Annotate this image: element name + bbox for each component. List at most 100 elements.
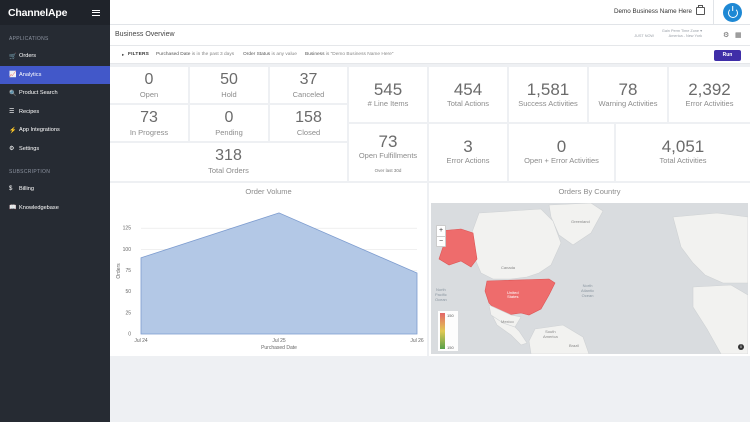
zoom-in-button[interactable]: + <box>438 227 444 234</box>
x-tick-label: Jul 25 <box>272 338 286 344</box>
y-tick-label: 125 <box>123 226 132 232</box>
chevron-right-icon[interactable]: ▸ <box>122 52 125 57</box>
y-tick-label: 25 <box>125 310 131 316</box>
sidebar-item-knowledgebase[interactable]: 📖 Knowledgebase <box>0 199 110 218</box>
y-tick-label: 100 <box>123 247 132 253</box>
sidebar-section-title: APPLICATIONS <box>9 36 49 42</box>
sidebar-nav: APPLICATIONS 🛒 Orders 📈 Analytics 🔍 Product Se… <box>0 25 110 217</box>
settings-gear-icon[interactable]: ⚙ <box>723 32 730 39</box>
map-label-north-pacific: North Pacific Ocean <box>435 287 447 302</box>
map-label-mexico: Mexico <box>501 319 514 324</box>
hamburger-menu-icon[interactable] <box>92 9 100 16</box>
orders-by-country-panel: Orders By Country + − Greenland C <box>429 183 750 356</box>
stat-tile-hold[interactable]: 50 Hold <box>190 67 268 103</box>
sidebar-item-label: Knowledgebase <box>19 204 59 211</box>
chart-icon: 📈 <box>9 72 17 79</box>
recipes-icon: ☰ <box>9 109 15 116</box>
stat-tile-closed[interactable]: 158 Closed <box>270 105 347 141</box>
sidebar-item-label: App Integrations <box>19 127 60 134</box>
legend-max: 150 <box>447 313 454 318</box>
stat-tile-error-activities[interactable]: 2,392 Error Activities <box>669 67 750 122</box>
order-volume-panel: Order Volume 0 25 50 75 100 125 Jul 24 Jul 25 Ju… <box>110 183 427 356</box>
y-tick-label: 50 <box>125 289 131 295</box>
stat-tile-success-activities[interactable]: 1,581 Success Activities <box>509 67 587 122</box>
stat-tile-error-actions[interactable]: 3 Error Actions <box>429 124 507 181</box>
topbar-divider <box>713 0 714 25</box>
sidebar-item-label: Analytics <box>19 71 42 78</box>
y-axis-label: Orders <box>116 263 122 279</box>
map-info-icon[interactable]: i <box>738 344 744 350</box>
user-menu-button[interactable] <box>723 3 742 22</box>
sidebar-item-label: Settings <box>19 145 40 152</box>
last-updated: JUST NOW <box>634 34 654 38</box>
y-tick-label: 0 <box>128 332 131 338</box>
filters-toggle[interactable]: FILTERS <box>128 52 150 57</box>
search-icon: 🔍 <box>9 90 17 97</box>
alaska-region <box>438 228 478 268</box>
filter-chip-date[interactable]: Purchased Date is in the past 3 days <box>156 52 235 57</box>
power-icon <box>727 5 738 18</box>
sidebar-item-recipes[interactable]: ☰ Recipes <box>0 103 110 122</box>
page-header: Business Overview JUST NOW Gain Perm Tim… <box>110 25 750 46</box>
map-label-united-states: United States <box>507 290 519 299</box>
y-tick-label: 75 <box>125 268 131 274</box>
sidebar-item-settings[interactable]: ⚙ Settings <box>0 140 110 159</box>
map-label-greenland: Greenland <box>571 219 590 224</box>
run-button[interactable]: Run <box>714 50 741 61</box>
gear-icon: ⚙ <box>9 146 15 153</box>
area-series <box>140 212 418 335</box>
x-axis-label: Purchased Date <box>261 345 297 351</box>
filter-chip-status[interactable]: Order Status is any value <box>243 52 297 57</box>
us-region <box>484 278 556 316</box>
stat-tile-canceled[interactable]: 37 Canceled <box>270 67 347 103</box>
dollar-icon: $ <box>9 186 13 193</box>
map-label-brazil: Brazil <box>569 343 580 348</box>
stat-tile-total-activities[interactable]: 4,051 Total Activities <box>616 124 750 181</box>
filters-bar: ▸ FILTERS Purchased Date is in the past … <box>110 46 750 64</box>
x-tick-label: Jul 24 <box>134 338 148 344</box>
stat-tile-open-fulfillments[interactable]: 73 Open Fulfillments Over last 30d <box>349 124 427 181</box>
stat-tile-open[interactable]: 0 Open <box>110 67 188 103</box>
plug-icon: ⚡ <box>9 127 17 134</box>
map-zoom-controls: + − <box>436 225 446 247</box>
sidebar-item-orders[interactable]: 🛒 Orders <box>0 47 110 66</box>
stat-tile-pending[interactable]: 0 Pending <box>190 105 268 141</box>
topbar: Demo Business Name Here <box>110 0 750 25</box>
brand-bar: ChannelApe <box>0 0 110 25</box>
grid-view-icon[interactable]: ▦ <box>735 32 742 39</box>
map-label-canada: Canada <box>501 265 516 270</box>
stat-tile-open-error-activities[interactable]: 0 Open + Error Activities <box>509 124 614 181</box>
stat-tile-total-actions[interactable]: 454 Total Actions <box>429 67 507 122</box>
timezone-value: America - New York <box>668 34 702 38</box>
timezone-label: Gain Perm Time Zone <box>661 29 700 33</box>
store-icon[interactable] <box>696 5 705 15</box>
map-land <box>438 203 748 354</box>
cart-icon: 🛒 <box>9 53 17 60</box>
filter-chip-business[interactable]: Business is "Demo Business Name Here" <box>305 52 394 57</box>
sidebar-item-label: Recipes <box>19 108 40 115</box>
orders-by-country-title: Orders By Country <box>558 187 621 196</box>
sidebar-item-billing[interactable]: $ Billing <box>0 180 110 199</box>
sidebar-item-app-integrations[interactable]: ⚡ App Integrations <box>0 121 110 140</box>
stat-tile-warning-activities[interactable]: 78 Warning Activities <box>589 67 667 122</box>
sidebar-item-product-search[interactable]: 🔍 Product Search <box>0 84 110 103</box>
order-volume-title: Order Volume <box>245 187 292 196</box>
map-label-south-america: South America <box>543 329 558 339</box>
map-color-legend: 150 150 <box>438 311 458 351</box>
x-tick-label: Jul 26 <box>410 338 424 344</box>
map-label-north-atlantic: North Atlantic Ocean <box>581 283 595 298</box>
sidebar: ChannelApe APPLICATIONS 🛒 Orders 📈 Analytics… <box>0 0 110 422</box>
stat-tile-line-items[interactable]: 545 # Line Items <box>349 67 427 122</box>
stat-tile-in-progress[interactable]: 73 In Progress <box>110 105 188 141</box>
legend-min: 150 <box>447 345 454 350</box>
zoom-out-button[interactable]: − <box>437 236 445 245</box>
business-name[interactable]: Demo Business Name Here <box>613 8 692 15</box>
sidebar-item-analytics[interactable]: 📈 Analytics <box>0 65 110 84</box>
sidebar-section-title: SUBSCRIPTION <box>9 169 51 175</box>
sidebar-item-label: Product Search <box>19 90 58 97</box>
stat-tile-total-orders[interactable]: 318 Total Orders <box>110 143 347 181</box>
world-map[interactable]: + − Greenland Canada North Pacific Ocean… <box>431 203 748 354</box>
brand-logo[interactable]: ChannelApe <box>8 6 68 19</box>
order-volume-chart[interactable]: 0 25 50 75 100 125 Jul 24 Jul 25 Jul 26 Purchased… <box>110 199 427 356</box>
timezone-selector[interactable]: Gain Perm Time Zone ▾ America - New York <box>661 29 702 38</box>
